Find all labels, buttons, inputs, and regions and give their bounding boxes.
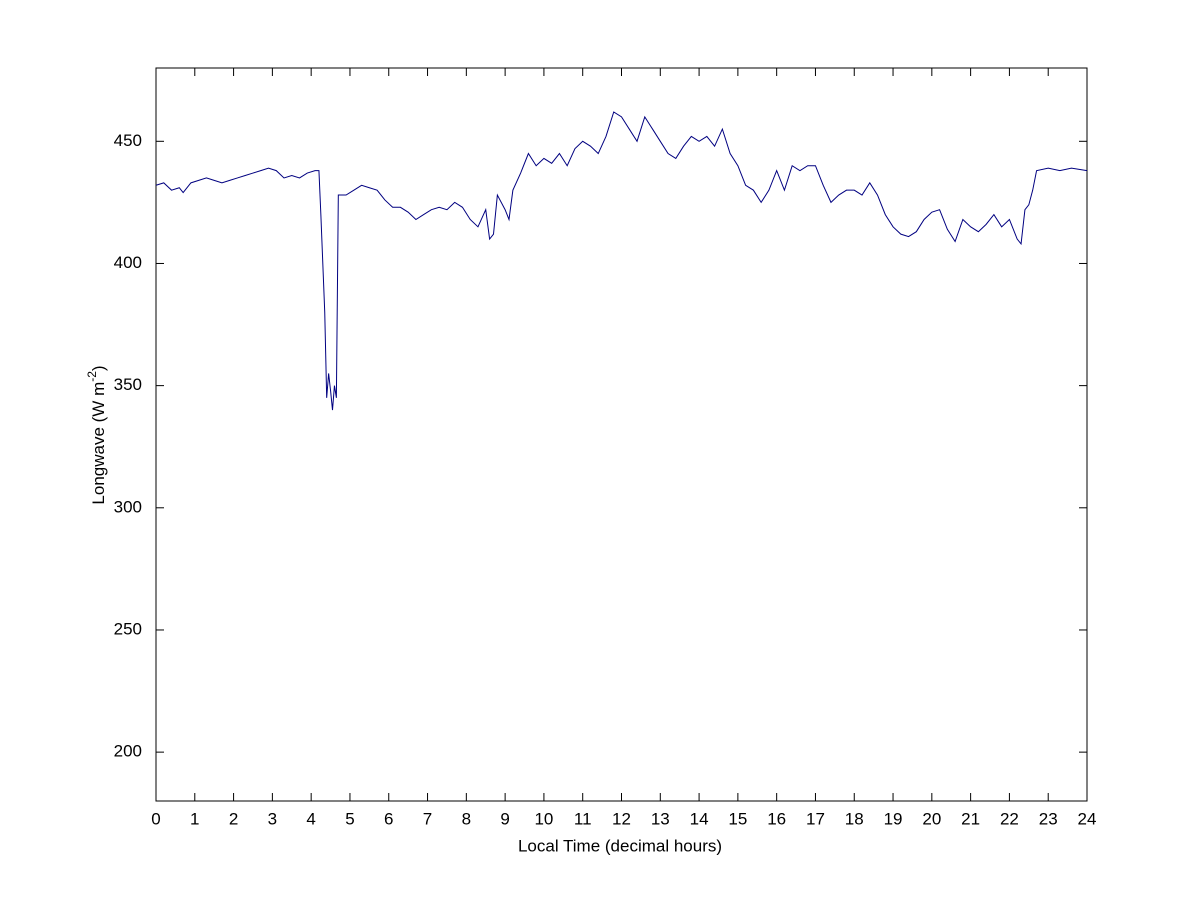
x-tick-label: 7 — [423, 809, 432, 828]
data-line — [155, 111, 1088, 411]
x-tick-label: 12 — [612, 809, 631, 828]
x-tick-label: 13 — [651, 809, 670, 828]
y-tick-label: 200 — [114, 742, 142, 761]
x-tick-label: 22 — [1000, 809, 1019, 828]
x-tick-label: 10 — [534, 809, 553, 828]
x-tick-label: 20 — [922, 809, 941, 828]
x-tick-label: 3 — [268, 809, 277, 828]
y-tick-label: 400 — [114, 253, 142, 272]
axes-box — [155, 67, 1088, 802]
x-tick-label: 0 — [151, 809, 160, 828]
x-tick-label: 19 — [884, 809, 903, 828]
x-tick-label: 1 — [190, 809, 199, 828]
y-tick-label: 250 — [114, 619, 142, 638]
x-tick-label: 16 — [767, 809, 786, 828]
x-tick-label: 21 — [961, 809, 980, 828]
y-tick-label: 450 — [114, 131, 142, 150]
x-tick-label: 24 — [1078, 809, 1097, 828]
x-tick-label: 8 — [462, 809, 471, 828]
y-axis-label: Longwave (W m-2) — [85, 365, 108, 504]
x-tick-label: 23 — [1039, 809, 1058, 828]
x-tick-label: 4 — [306, 809, 315, 828]
x-tick-label: 17 — [806, 809, 825, 828]
x-tick-label: 5 — [345, 809, 354, 828]
x-tick-label: 6 — [384, 809, 393, 828]
y-label-main: Longwave (W m — [89, 382, 108, 505]
y-label-end: ) — [89, 365, 108, 371]
x-tick-label: 9 — [500, 809, 509, 828]
x-tick-label: 14 — [690, 809, 709, 828]
x-tick-label: 18 — [845, 809, 864, 828]
y-label-sup: -2 — [85, 371, 99, 382]
x-tick-label: 2 — [229, 809, 238, 828]
x-tick-label: 15 — [728, 809, 747, 828]
x-tick-label: 11 — [574, 809, 592, 828]
y-tick-label: 350 — [114, 375, 142, 394]
y-tick-label: 300 — [114, 497, 142, 516]
x-axis-label: Local Time (decimal hours) — [518, 836, 722, 855]
